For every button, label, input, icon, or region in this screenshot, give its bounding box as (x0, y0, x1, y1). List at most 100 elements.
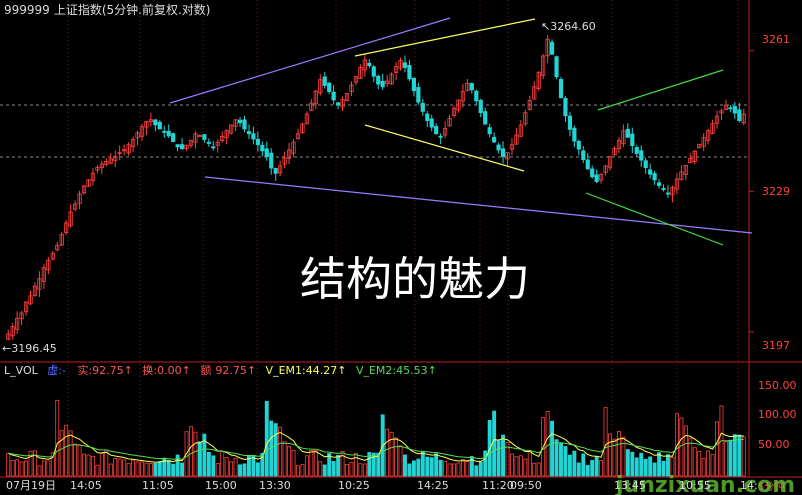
candle-body (153, 119, 158, 126)
volume-bar (10, 460, 15, 477)
volume-bar (603, 407, 608, 477)
volume-bar (95, 464, 100, 477)
volume-bar (260, 453, 265, 477)
volume-bar (362, 463, 367, 477)
volume-bar (501, 434, 506, 477)
volume-bar (518, 455, 523, 477)
candle-body (572, 127, 577, 142)
candle-body (331, 91, 336, 101)
volume-bar (683, 425, 688, 477)
candle-body (179, 144, 185, 150)
volume-bar (220, 451, 225, 477)
volume-bar (701, 458, 706, 477)
volume-bar (291, 450, 296, 477)
candle-body (122, 149, 127, 152)
volume-bar (456, 462, 461, 477)
candle-body (318, 79, 323, 94)
volume-bar (505, 442, 510, 477)
candle-body (576, 141, 581, 150)
volume-bar (64, 424, 69, 477)
volume-bar (469, 456, 474, 477)
candle-body (616, 139, 622, 150)
volume-bar (224, 457, 229, 477)
candle-body (643, 160, 648, 168)
candle-body (590, 168, 595, 178)
volume-bar (612, 438, 617, 477)
candlesticks (6, 35, 746, 341)
volume-bar (86, 454, 91, 477)
volume-bar (264, 401, 269, 477)
volume-bar (527, 450, 532, 477)
candle-body (273, 168, 278, 174)
trendline-yellow-upper (354, 18, 536, 57)
candle-body (15, 317, 20, 330)
volume-bar (229, 461, 234, 477)
price-tick-label: 3197 (762, 339, 790, 352)
candle-body (135, 132, 140, 139)
volume-bar (197, 441, 202, 477)
volume-tick-label: 50.00 (758, 438, 790, 451)
time-tick-label: 14:05 (70, 479, 102, 492)
candle-body (460, 91, 466, 102)
candle-body (269, 152, 274, 169)
candle-body (206, 141, 211, 144)
candle-body (237, 119, 243, 124)
volume-bar (238, 464, 242, 477)
volume-bar (625, 449, 630, 477)
candle-body (567, 115, 573, 130)
candle-body (723, 104, 729, 111)
candle-body (505, 152, 510, 160)
candle-body (233, 119, 238, 127)
volume-bar (55, 399, 60, 477)
candle-body (144, 121, 149, 128)
volume-bar (514, 456, 519, 477)
candle-body (683, 164, 688, 175)
volume-tick-label: 100.00 (758, 408, 797, 421)
candle-body (95, 167, 100, 171)
candle-body (500, 148, 506, 157)
candle-body (193, 133, 198, 143)
candle-body (157, 121, 162, 130)
trendline-purple-upper (169, 17, 451, 104)
volume-bar (353, 452, 358, 477)
volume-bar (371, 452, 376, 477)
volume-bar (697, 451, 702, 477)
trendline-purple-lower (204, 176, 753, 234)
volume-bar (313, 449, 318, 477)
candle-body (639, 150, 644, 161)
candle-body (171, 133, 176, 143)
volume-bar (407, 463, 412, 477)
candle-body (50, 252, 55, 260)
candle-body (130, 139, 136, 148)
volume-bar (77, 444, 82, 477)
candle-body (362, 59, 367, 71)
candle-body (286, 149, 292, 159)
candle-body (104, 161, 109, 165)
volume-bar (322, 464, 327, 477)
volume-bar (233, 457, 238, 477)
candle-body (81, 185, 87, 194)
volume-bar (403, 454, 407, 477)
candle-body (434, 125, 439, 135)
volume-bar (732, 434, 737, 477)
time-tick-label: 14: (740, 479, 758, 492)
volume-bar (278, 426, 283, 477)
candle-body (402, 62, 408, 68)
volume-bar (46, 460, 51, 477)
volume-bar (41, 460, 46, 477)
candle-body (607, 156, 613, 168)
volume-bar (590, 460, 595, 477)
volume-bar (309, 450, 314, 477)
volume-bar (674, 413, 679, 477)
volume-bar (358, 463, 363, 477)
trendline-yellow-lower (364, 124, 525, 172)
volume-bar (737, 434, 742, 477)
candle-body (313, 90, 318, 105)
candle-body (139, 126, 145, 137)
candle-body (634, 147, 639, 154)
candle-body (90, 172, 96, 181)
volume-bar (465, 461, 470, 477)
candle-body (465, 82, 470, 92)
candle-body (211, 146, 216, 149)
candle-body (385, 80, 390, 85)
